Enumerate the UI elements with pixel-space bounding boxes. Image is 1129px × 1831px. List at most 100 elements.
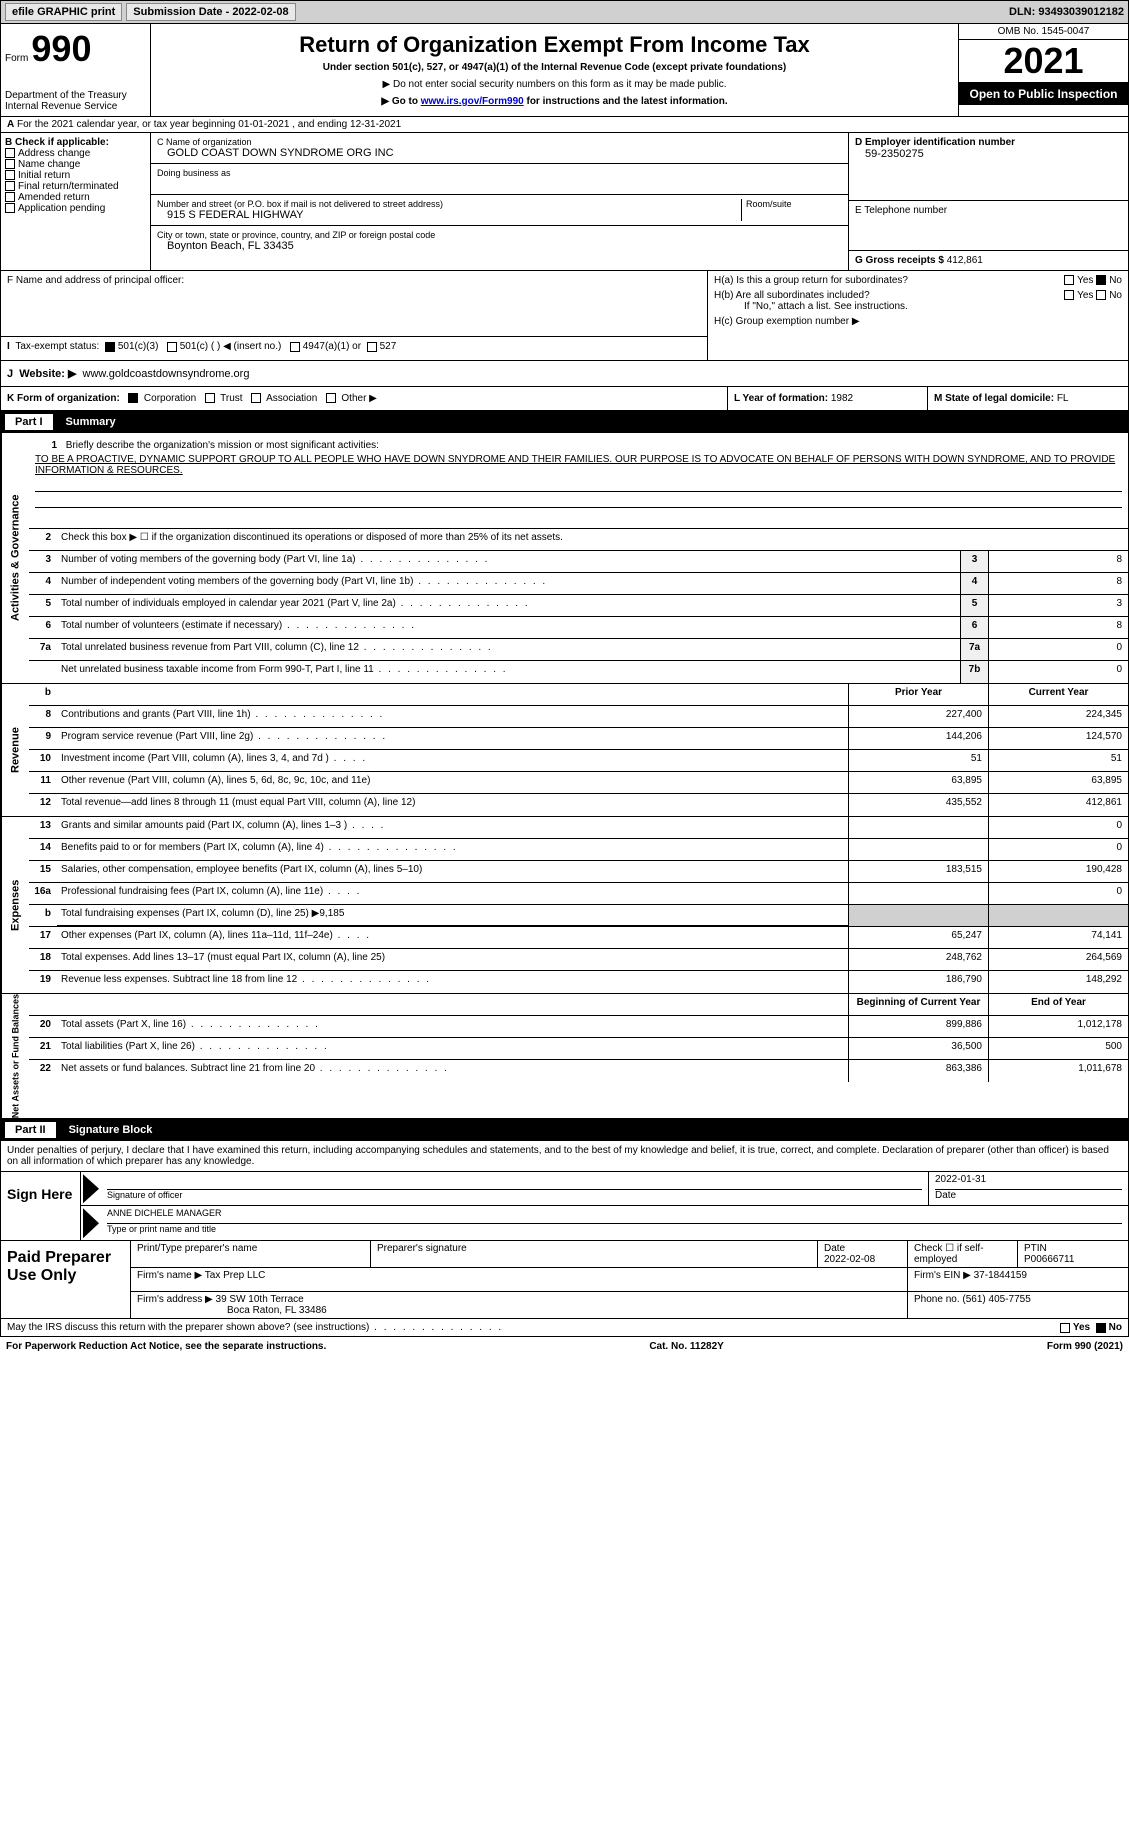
cb-app-pending[interactable] [5, 203, 15, 213]
net-assets-section: Net Assets or Fund Balances Beginning of… [0, 994, 1129, 1119]
col-de: D Employer identification number 59-2350… [848, 133, 1128, 270]
val-l11c: 63,895 [988, 772, 1128, 793]
val-l8p: 227,400 [848, 706, 988, 727]
val-l15c: 190,428 [988, 861, 1128, 882]
col-c-org-info: C Name of organization GOLD COAST DOWN S… [151, 133, 848, 270]
tab-net-assets: Net Assets or Fund Balances [1, 994, 29, 1118]
activities-governance: Activities & Governance 1 Briefly descri… [0, 433, 1129, 684]
col-f-officer: F Name and address of principal officer:… [1, 271, 708, 360]
val-l5: 3 [988, 595, 1128, 616]
discuss-row: May the IRS discuss this return with the… [0, 1319, 1129, 1337]
cb-4947[interactable] [290, 342, 300, 352]
sign-here-block: Sign Here Signature of officer 2022-01-3… [0, 1172, 1129, 1241]
cb-discuss-yes[interactable] [1060, 1323, 1070, 1333]
mission-text: TO BE A PROACTIVE, DYNAMIC SUPPORT GROUP… [35, 454, 1115, 476]
arrow-icon [83, 1208, 99, 1238]
val-l15p: 183,515 [848, 861, 988, 882]
cb-corporation[interactable] [128, 393, 138, 403]
footer: For Paperwork Reduction Act Notice, see … [0, 1337, 1129, 1356]
submission-date-button[interactable]: Submission Date - 2022-02-08 [126, 3, 295, 21]
state-domicile: FL [1057, 393, 1069, 404]
cb-ha-yes[interactable] [1064, 275, 1074, 285]
firm-name: Tax Prep LLC [205, 1270, 266, 1281]
expenses-section: Expenses 13Grants and similar amounts pa… [0, 817, 1129, 994]
val-l21c: 500 [988, 1038, 1128, 1059]
cb-amended-return[interactable] [5, 192, 15, 202]
val-l16ap [848, 883, 988, 904]
firm-addr2: Boca Raton, FL 33486 [137, 1305, 327, 1316]
ssn-note: ▶ Do not enter social security numbers o… [159, 79, 950, 90]
val-l13c: 0 [988, 817, 1128, 838]
part2-header: Part II Signature Block [0, 1119, 1129, 1141]
efile-print-button[interactable]: efile GRAPHIC print [5, 3, 122, 21]
val-l10c: 51 [988, 750, 1128, 771]
cb-501c[interactable] [167, 342, 177, 352]
gross-receipts: 412,861 [947, 255, 983, 266]
cb-address-change[interactable] [5, 148, 15, 158]
col-h-group: H(a) Is this a group return for subordin… [708, 271, 1128, 360]
val-l21p: 36,500 [848, 1038, 988, 1059]
cb-501c3[interactable] [105, 342, 115, 352]
tax-year: 2021 [959, 40, 1128, 83]
ein: 59-2350275 [855, 148, 1122, 160]
val-l11p: 63,895 [848, 772, 988, 793]
cb-hb-no[interactable] [1096, 290, 1106, 300]
irs-label: Internal Revenue Service [5, 101, 146, 112]
val-l19p: 186,790 [848, 971, 988, 993]
arrow-icon [83, 1174, 99, 1203]
val-l4: 8 [988, 573, 1128, 594]
cb-association[interactable] [251, 393, 261, 403]
val-l18c: 264,569 [988, 949, 1128, 970]
cb-final-return[interactable] [5, 181, 15, 191]
val-l17c: 74,141 [988, 927, 1128, 948]
val-l19c: 148,292 [988, 971, 1128, 993]
tab-expenses: Expenses [1, 817, 29, 993]
col-b-checkboxes: B Check if applicable: Address change Na… [1, 133, 151, 270]
val-l9c: 124,570 [988, 728, 1128, 749]
omb-number: OMB No. 1545-0047 [959, 24, 1128, 40]
cb-hb-yes[interactable] [1064, 290, 1074, 300]
cb-ha-no[interactable] [1096, 275, 1106, 285]
open-inspection: Open to Public Inspection [959, 83, 1128, 105]
val-l8c: 224,345 [988, 706, 1128, 727]
revenue-section: Revenue bPrior YearCurrent Year 8Contrib… [0, 684, 1129, 817]
val-l3: 8 [988, 551, 1128, 572]
firm-ein: 37-1844159 [974, 1270, 1027, 1281]
val-l10p: 51 [848, 750, 988, 771]
val-l14c: 0 [988, 839, 1128, 860]
cb-initial-return[interactable] [5, 170, 15, 180]
ptin: P00666711 [1024, 1254, 1074, 1265]
form-title: Return of Organization Exempt From Incom… [159, 32, 950, 58]
irs-link[interactable]: www.irs.gov/Form990 [421, 96, 524, 107]
sig-date: 2022-01-31 [935, 1174, 1122, 1190]
cb-other[interactable] [326, 393, 336, 403]
val-l6: 8 [988, 617, 1128, 638]
part1-header: Part I Summary [0, 411, 1129, 433]
cb-527[interactable] [367, 342, 377, 352]
street-address: 915 S FEDERAL HIGHWAY [157, 209, 741, 221]
firm-phone: (561) 405-7755 [962, 1294, 1030, 1305]
paid-preparer-block: Paid Preparer Use Only Print/Type prepar… [0, 1241, 1129, 1319]
row-a-tax-year: A For the 2021 calendar year, or tax yea… [0, 117, 1129, 133]
goto-note: ▶ Go to www.irs.gov/Form990 for instruct… [159, 96, 950, 107]
cb-discuss-no[interactable] [1096, 1323, 1106, 1333]
form-number: 990 [31, 28, 91, 69]
val-l20c: 1,012,178 [988, 1016, 1128, 1037]
cb-name-change[interactable] [5, 159, 15, 169]
val-l7a: 0 [988, 639, 1128, 660]
form-subtitle: Under section 501(c), 527, or 4947(a)(1)… [159, 62, 950, 73]
val-l20p: 899,886 [848, 1016, 988, 1037]
year-formation: 1982 [831, 393, 853, 404]
val-l22p: 863,386 [848, 1060, 988, 1082]
top-bar: efile GRAPHIC print Submission Date - 20… [0, 0, 1129, 24]
firm-addr1: 39 SW 10th Terrace [216, 1294, 304, 1305]
val-l22c: 1,011,678 [988, 1060, 1128, 1082]
prep-date: 2022-02-08 [824, 1254, 875, 1265]
row-j-website: J Website: ▶ www.goldcoastdownsyndrome.o… [0, 361, 1129, 387]
val-l17p: 65,247 [848, 927, 988, 948]
website-url: www.goldcoastdownsyndrome.org [83, 368, 250, 380]
dln-text: DLN: 93493039012182 [1009, 6, 1124, 18]
val-l9p: 144,206 [848, 728, 988, 749]
cb-trust[interactable] [205, 393, 215, 403]
org-name: GOLD COAST DOWN SYNDROME ORG INC [157, 147, 842, 159]
